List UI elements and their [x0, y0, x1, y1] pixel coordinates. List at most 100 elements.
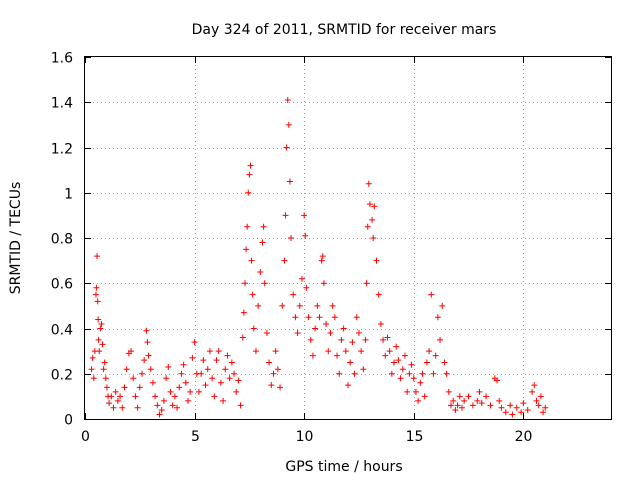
data-point	[198, 370, 205, 377]
data-point	[417, 379, 424, 386]
data-point	[95, 316, 102, 323]
data-point	[288, 235, 295, 241]
data-point	[158, 406, 165, 413]
data-point	[96, 348, 103, 355]
y-tick-label: 1.2	[51, 142, 73, 158]
data-point	[307, 336, 314, 343]
data-point	[487, 402, 494, 409]
data-point	[226, 375, 233, 382]
data-point	[518, 409, 525, 416]
data-point	[286, 178, 293, 185]
data-point	[377, 320, 384, 327]
data-point	[114, 397, 121, 404]
x-tick-label: 0	[81, 429, 90, 445]
data-point	[393, 343, 400, 350]
data-point	[401, 352, 408, 359]
data-point	[301, 212, 308, 219]
data-point	[248, 257, 255, 264]
data-point	[298, 275, 305, 282]
data-point	[355, 330, 362, 337]
data-point	[250, 325, 257, 332]
data-point	[144, 339, 151, 346]
data-point	[426, 348, 433, 355]
data-point	[231, 370, 238, 377]
data-point	[160, 397, 167, 404]
data-point	[502, 409, 509, 416]
data-point	[245, 189, 252, 196]
data-point	[338, 336, 345, 343]
data-point	[279, 302, 286, 309]
data-point	[132, 393, 139, 400]
plot-frame	[84, 56, 612, 420]
y-tick-label: 1.4	[51, 96, 73, 112]
data-point	[509, 411, 516, 418]
data-point	[99, 341, 106, 348]
data-point	[391, 359, 398, 366]
data-point	[540, 409, 547, 416]
data-point	[319, 253, 326, 260]
data-point	[263, 330, 270, 337]
data-point	[513, 404, 520, 411]
data-point	[138, 370, 145, 377]
y-tick-label: 1.6	[51, 51, 73, 67]
data-point	[202, 382, 209, 389]
data-point	[432, 352, 439, 359]
data-points	[88, 96, 549, 418]
data-point	[371, 203, 378, 210]
data-point	[349, 339, 356, 346]
data-point	[296, 302, 303, 309]
data-point	[408, 361, 415, 368]
data-point	[327, 330, 334, 337]
data-point	[93, 284, 100, 291]
data-point	[454, 402, 461, 409]
data-point	[331, 314, 338, 321]
data-point	[119, 404, 126, 411]
y-tick-label: 0.8	[51, 232, 73, 248]
data-point	[100, 366, 107, 373]
data-point	[154, 402, 161, 409]
data-point	[163, 375, 170, 382]
data-point	[222, 366, 229, 373]
data-point	[318, 257, 325, 264]
data-point	[94, 298, 101, 305]
data-point	[366, 201, 373, 208]
data-point	[314, 302, 321, 309]
data-point	[277, 384, 284, 391]
data-point	[89, 354, 96, 361]
data-point	[101, 359, 108, 366]
x-axis-label: GPS time / hours	[285, 459, 402, 475]
data-point	[255, 302, 262, 309]
data-point	[167, 388, 174, 395]
data-point	[94, 253, 101, 260]
data-point	[323, 320, 330, 327]
data-point	[281, 257, 288, 264]
data-point	[247, 162, 254, 169]
data-point	[474, 397, 481, 404]
data-point	[340, 325, 347, 332]
data-point	[456, 393, 463, 400]
data-point	[171, 393, 178, 400]
data-point	[441, 359, 448, 366]
data-point	[370, 235, 377, 241]
data-point	[149, 379, 156, 386]
y-tick-label: 1	[64, 187, 73, 203]
data-point	[496, 397, 503, 404]
data-point	[520, 400, 527, 407]
data-point	[353, 314, 360, 321]
data-point	[537, 393, 544, 400]
data-point	[290, 291, 297, 298]
data-point	[270, 370, 277, 377]
data-point	[102, 375, 109, 382]
data-point	[406, 370, 413, 377]
data-point	[108, 393, 115, 400]
y-tick-label: 0.6	[51, 277, 73, 293]
data-point	[123, 366, 130, 373]
data-point	[176, 384, 183, 391]
data-point	[498, 404, 505, 411]
x-tick-label: 15	[406, 429, 424, 445]
data-point	[92, 291, 99, 298]
y-tick-label: 0	[64, 413, 73, 429]
data-point	[465, 393, 472, 400]
data-point	[384, 334, 391, 341]
x-tick-label: 20	[515, 429, 533, 445]
